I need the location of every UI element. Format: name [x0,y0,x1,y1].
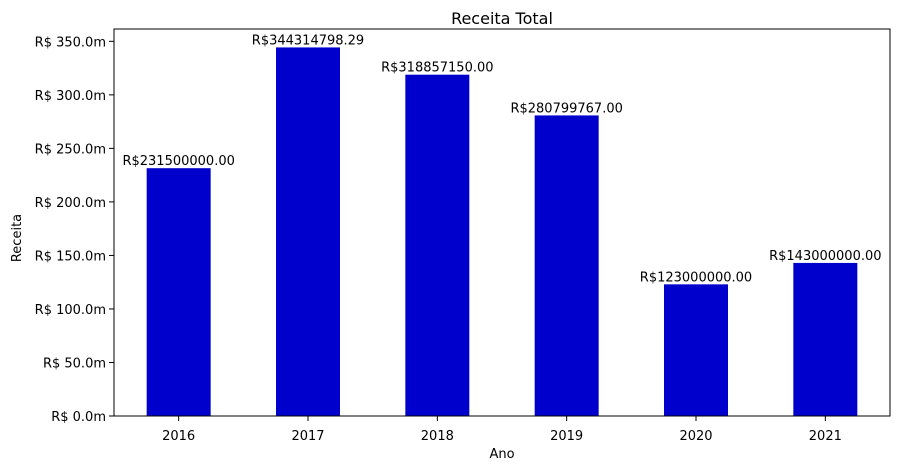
plot-area: R$231500000.00 2016 R$344314798.29 2017 R$31… [35,28,891,444]
bar-2021 [793,262,858,416]
x-tick-label-2016: 2016 [162,429,195,444]
x-tick-label-2019: 2019 [550,429,583,444]
x-tick-label-2017: 2017 [291,429,324,444]
chart-title: Receita Total [451,9,553,28]
bar-2020 [664,284,728,416]
x-tick-label-2021: 2021 [809,429,842,444]
y-axis-label: Receita [10,214,25,262]
y-tick-label: R$ 150.0m [35,249,106,264]
x-axis-label: Ano [489,447,514,462]
y-tick-label: R$ 100.0m [35,303,106,318]
bar-2016 [146,168,211,416]
bar-2019 [534,115,599,416]
y-tick-label: R$ 300.0m [35,89,106,104]
y-tick-label: R$ 0.0m [51,410,106,425]
data-label-2018: R$318857150.00 [381,61,493,76]
x-tick-label-2018: 2018 [421,429,454,444]
y-tick-label: R$ 350.0m [35,35,106,50]
data-label-2016: R$231500000.00 [122,154,234,169]
y-tick-label: R$ 250.0m [35,142,106,157]
data-label-2021: R$143000000.00 [769,249,881,264]
bar-2018 [405,74,470,416]
y-tick-label: R$ 50.0m [43,356,106,371]
x-tick-label-2020: 2020 [679,429,712,444]
data-label-2020: R$123000000.00 [640,270,752,285]
y-tick-label: R$ 200.0m [35,196,106,211]
data-label-2019: R$280799767.00 [510,101,622,116]
bar-2017 [276,47,340,417]
plot-frame [113,28,891,417]
data-label-2017: R$344314798.29 [252,33,364,48]
